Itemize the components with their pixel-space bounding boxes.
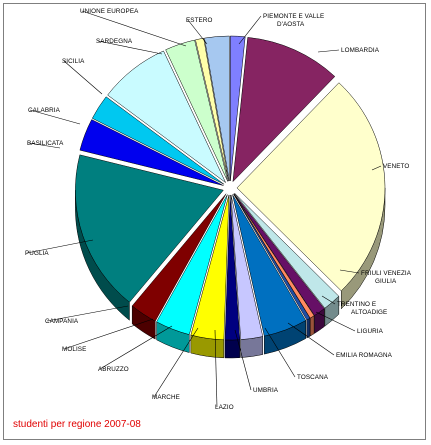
slice-label-18: SICILIA — [62, 58, 85, 65]
slice-1 — [232, 37, 336, 183]
slice-16 — [79, 119, 224, 186]
slice-label-12: ABRUZZO — [98, 366, 129, 373]
leader-line-14 — [46, 305, 129, 322]
slice-label-9: UMBRIA — [253, 387, 279, 394]
leader-line-7 — [287, 322, 335, 356]
slice-label-2: VENETO — [383, 163, 409, 170]
slice-9 — [224, 194, 241, 341]
leader-line-3 — [339, 269, 360, 274]
leader-line-15 — [26, 239, 94, 254]
slice-label-10: LAZIO — [215, 404, 234, 411]
slice-0 — [230, 35, 246, 182]
leader-line-11 — [153, 327, 199, 398]
slice-label-11: MARCHE — [152, 394, 180, 401]
slice-side-5 — [309, 315, 315, 337]
slice-label-20: UNIONE EUROPEA — [80, 8, 139, 15]
slice-15 — [75, 154, 224, 303]
leader-line-8 — [264, 327, 296, 378]
chart-caption: studenti per regione 2007-08 — [13, 419, 141, 430]
slice-8 — [230, 194, 264, 340]
leader-line-16 — [28, 142, 61, 149]
slice-label-15: PUGLIA — [25, 250, 49, 257]
slice-label-14: CAMPANIA — [45, 318, 79, 325]
slice-10 — [190, 194, 230, 341]
slice-21 — [204, 35, 230, 182]
leader-line-19 — [97, 40, 163, 55]
slice-14 — [131, 193, 227, 322]
slice-side-6 — [306, 317, 311, 339]
leader-line-4 — [321, 295, 336, 305]
slice-label-6: LIGURIA — [357, 328, 384, 335]
slice-label-17: CALABRIA — [28, 107, 61, 114]
leader-line-2 — [371, 165, 382, 171]
slice-label-7: EMILIA ROMAGNA — [336, 352, 393, 359]
slice-label-13: MOLISE — [62, 346, 86, 353]
slice-7 — [232, 194, 307, 337]
slice-side-8 — [240, 336, 264, 358]
leader-line-20 — [81, 10, 187, 47]
leader-line-9 — [234, 329, 252, 391]
slice-4 — [233, 193, 325, 316]
slice-label-19: SARDEGNA — [96, 38, 133, 45]
slice-label-8: TOSCANA — [297, 374, 329, 381]
leader-line-1 — [317, 49, 340, 53]
leader-line-13 — [63, 318, 154, 350]
slice-20 — [195, 37, 229, 182]
leader-line-0 — [238, 15, 262, 45]
slice-17 — [91, 96, 225, 185]
slice-side-9 — [224, 339, 241, 359]
leader-line-10 — [214, 329, 218, 408]
slice-label-21: ESTERO — [186, 17, 213, 24]
slice-label-4: TRENTINO E ALTOADIGE — [337, 301, 387, 316]
slice-12 — [156, 194, 228, 335]
slice-label-1: LOMBARDIA — [341, 47, 380, 54]
slice-18 — [107, 50, 226, 183]
slice-label-3: FRIULI VENEZIA GIULIA — [361, 270, 412, 285]
slice-6 — [233, 193, 311, 321]
slice-label-0: PIEMONTE E VALLE D'AOSTA — [263, 13, 324, 28]
leader-line-6 — [315, 311, 356, 332]
leader-line-21 — [187, 19, 208, 45]
slice-label-16: BASILICATA — [27, 140, 64, 147]
slice-2 — [236, 82, 386, 292]
leader-line-17 — [29, 109, 81, 125]
leader-line-12 — [99, 325, 173, 370]
leader-line-18 — [63, 60, 103, 95]
